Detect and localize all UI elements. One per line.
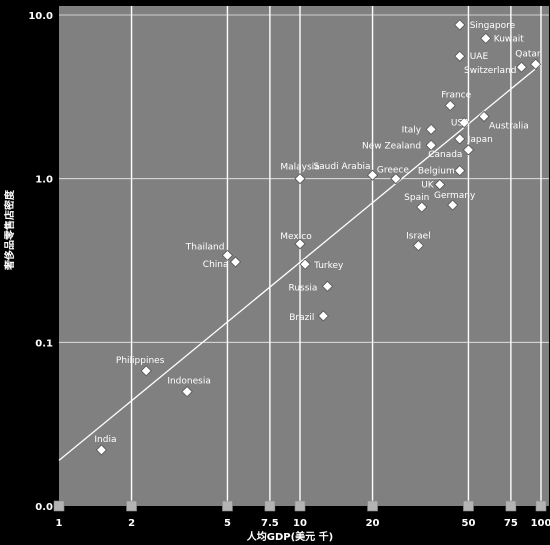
x-tick-label: 2 bbox=[128, 518, 135, 529]
y-axis-title: 奢侈品零售店密度 bbox=[3, 189, 16, 271]
x-tick-label: 7.5 bbox=[261, 518, 279, 529]
data-point-label: UK bbox=[421, 181, 435, 191]
data-point bbox=[294, 238, 306, 250]
data-point-label: Canada bbox=[428, 150, 462, 160]
data-point bbox=[416, 201, 428, 213]
x-tick-label: 5 bbox=[224, 518, 231, 529]
data-point-label: Switzerland bbox=[464, 66, 517, 76]
x-tick-label: 10 bbox=[293, 518, 307, 529]
data-point-label: France bbox=[441, 90, 471, 100]
data-point-label: USA bbox=[451, 119, 470, 129]
data-point bbox=[434, 179, 446, 191]
trend-line-layer bbox=[58, 63, 542, 461]
data-point bbox=[317, 310, 329, 322]
data-point-label: Malaysia bbox=[280, 163, 319, 173]
data-point-label: Australia bbox=[489, 121, 529, 131]
data-point bbox=[454, 50, 466, 62]
data-point-label: Philippines bbox=[116, 356, 165, 366]
data-point-label: Belgium bbox=[418, 167, 455, 177]
x-axis-marker bbox=[53, 500, 65, 512]
data-point bbox=[390, 173, 402, 185]
data-point-label: Indonesia bbox=[167, 377, 211, 387]
data-point bbox=[425, 139, 437, 151]
x-axis-marker bbox=[294, 500, 306, 512]
data-point bbox=[444, 99, 456, 112]
data-point bbox=[462, 144, 475, 156]
data-point bbox=[458, 117, 470, 129]
data-point-label: Brazil bbox=[289, 313, 314, 323]
data-point-label: Thailand bbox=[185, 242, 225, 252]
data-point bbox=[515, 61, 528, 73]
x-tick-label: 50 bbox=[461, 518, 475, 529]
x-tick-label: 100 bbox=[531, 518, 550, 529]
x-axis-marker bbox=[222, 500, 233, 512]
data-point bbox=[454, 165, 466, 177]
data-point-label: India bbox=[94, 435, 116, 445]
data-point-label: Greece bbox=[377, 166, 409, 176]
data-point-label: Saudi Arabia bbox=[313, 162, 370, 172]
data-point bbox=[299, 258, 311, 270]
data-point bbox=[412, 240, 424, 252]
data-point-label: Japan bbox=[467, 135, 493, 145]
data-point-label: UAE bbox=[470, 52, 489, 62]
x-axis-marker bbox=[535, 500, 547, 512]
data-point-label: Singapore bbox=[470, 21, 516, 31]
data-point-label: Mexico bbox=[280, 232, 312, 242]
data-point bbox=[478, 110, 490, 123]
data-point-label: Spain bbox=[404, 193, 429, 203]
data-point-label: Turkey bbox=[313, 261, 344, 271]
y-tick-label: 1.0 bbox=[35, 175, 53, 186]
x-axis-marker bbox=[264, 500, 276, 512]
data-point bbox=[95, 444, 108, 456]
data-point-label: Israel bbox=[406, 232, 431, 242]
data-points: Singapore Kuwait UAE Qatar Switzerland France… bbox=[94, 19, 542, 456]
data-point bbox=[454, 19, 466, 31]
plot-area bbox=[59, 6, 549, 506]
x-axis-marker bbox=[463, 500, 474, 512]
y-tick-label: 0.0 bbox=[35, 502, 53, 513]
data-point-label: Germany bbox=[434, 191, 476, 201]
data-point bbox=[447, 199, 459, 211]
data-point bbox=[530, 58, 542, 70]
y-tick-label: 10.0 bbox=[28, 11, 53, 22]
axis-markers bbox=[53, 500, 547, 512]
data-point-label: Kuwait bbox=[494, 34, 525, 44]
data-point bbox=[140, 365, 152, 377]
data-point-label: China bbox=[203, 260, 229, 270]
data-point bbox=[366, 169, 379, 181]
data-point-label: New Zealand bbox=[362, 141, 421, 151]
y-tick-label: 0.1 bbox=[35, 338, 53, 349]
x-axis-marker bbox=[126, 500, 137, 512]
x-tick-label: 1 bbox=[56, 518, 63, 529]
tick-labels: 1 2 5 7.5 10 20 50 75 100 0.0 0.1 1.0 10.0 bbox=[28, 11, 550, 529]
x-axis-marker bbox=[367, 500, 378, 512]
data-point bbox=[181, 386, 193, 398]
x-tick-label: 75 bbox=[504, 518, 518, 529]
data-point bbox=[321, 280, 334, 292]
trend-line bbox=[58, 63, 542, 461]
data-point bbox=[229, 256, 242, 268]
data-point-label: Italy bbox=[402, 125, 422, 135]
data-point bbox=[294, 173, 306, 185]
data-point-label: Qatar bbox=[515, 49, 541, 59]
data-point-label: Russia bbox=[289, 283, 318, 293]
data-point bbox=[221, 249, 234, 261]
data-point bbox=[454, 133, 466, 145]
data-point bbox=[425, 123, 437, 135]
data-point bbox=[480, 32, 492, 44]
x-tick-label: 20 bbox=[366, 518, 380, 529]
x-axis-marker bbox=[505, 500, 517, 512]
x-axis-title: 人均GDP(美元 千) bbox=[247, 530, 333, 543]
